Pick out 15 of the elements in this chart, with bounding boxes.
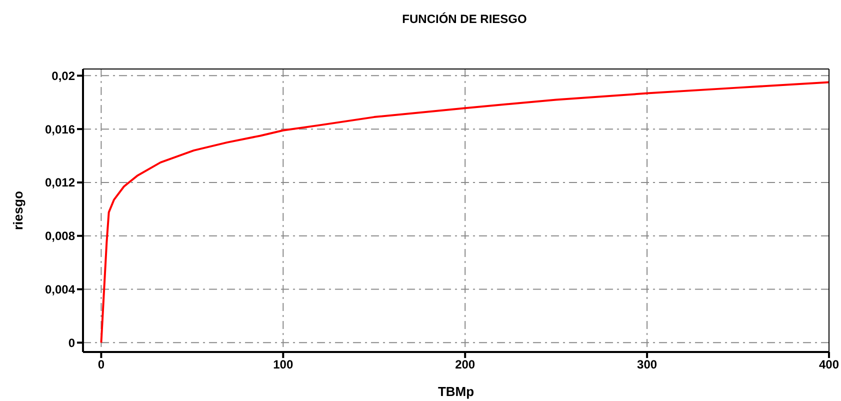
- x-tick-label: 100: [273, 358, 294, 372]
- x-tick-label: 200: [455, 358, 476, 372]
- y-tick-label: 0: [68, 336, 76, 350]
- y-tick-label: 0,012: [44, 176, 76, 190]
- y-tick-label: 0,016: [44, 122, 76, 136]
- line-series: [100, 81, 829, 344]
- x-tick-label: 400: [818, 358, 840, 372]
- y-tick-label: 0,02: [52, 68, 76, 83]
- y-tick-label: 0,008: [44, 229, 76, 244]
- y-tick-label: 0,004: [44, 282, 76, 297]
- x-axis-title: TBMp: [438, 384, 474, 399]
- y-axis-title: riesgo: [10, 190, 26, 230]
- chart-title: FUNCIÓN DE RIESGO: [401, 11, 528, 28]
- x-tick-label: 0: [98, 358, 105, 372]
- x-tick-label: 300: [637, 358, 658, 372]
